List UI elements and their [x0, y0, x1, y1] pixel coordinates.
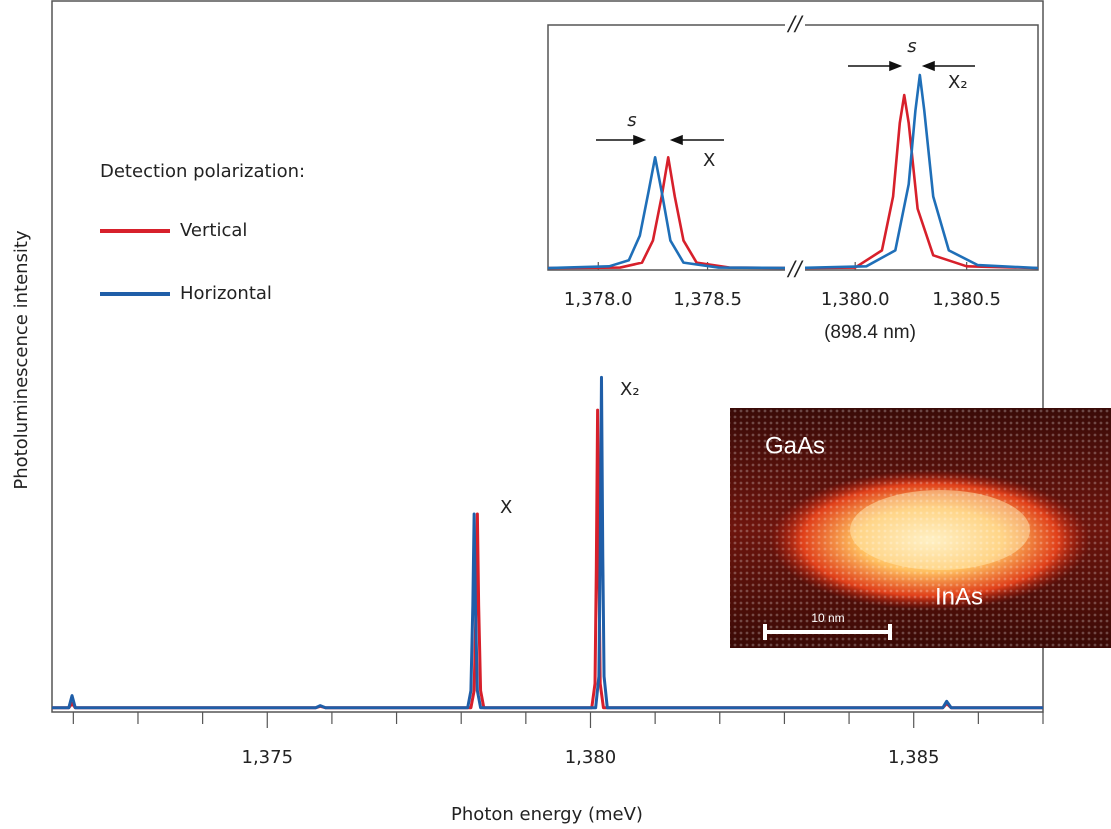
x-tick-label: 1,378.0	[564, 289, 633, 310]
legend-label: Horizontal	[180, 283, 272, 304]
annotation: s	[627, 110, 636, 131]
atom-texture	[730, 408, 1111, 648]
x-tick-label: 1,385	[888, 747, 940, 768]
x-axis-label: Photon energy (meV)	[451, 804, 643, 825]
x-tick-label: 1,375	[242, 747, 294, 768]
image-label: GaAs	[765, 432, 825, 459]
x-tick-label: 1,380	[565, 747, 617, 768]
inset-frame	[547, 24, 1039, 271]
annotation: X	[500, 497, 512, 518]
scale-bar-label: 10 nm	[811, 611, 844, 625]
break-gap	[785, 262, 805, 278]
legend-title: Detection polarization:	[100, 161, 305, 182]
annotation: X₂	[948, 72, 968, 93]
inset-note: (898.4 nm)	[824, 322, 916, 343]
axis-break: //	[786, 257, 804, 281]
annotation: s	[907, 36, 916, 57]
y-axis-label: Photoluminescence intensity	[11, 230, 32, 490]
annotation: X₂	[620, 379, 640, 400]
spectrum-line	[547, 93, 1039, 270]
plot-frame	[51, 0, 1044, 713]
legend-label: Vertical	[180, 220, 247, 241]
x-tick-label: 1,380.5	[932, 289, 1001, 310]
x-tick-label: 1,380.0	[821, 289, 890, 310]
inset-chart: // // (898.4 nm) s X s X₂ 1,378.0 1,378.5…	[547, 12, 1039, 343]
axis-break: //	[786, 12, 804, 36]
shift-arrows	[596, 60, 975, 146]
spectrum-line	[547, 73, 1039, 270]
annotation: X	[703, 150, 715, 171]
scale-bar	[763, 624, 892, 640]
main-chart: Photoluminescence intensity Photon energ…	[11, 0, 1044, 825]
break-gap	[785, 15, 805, 35]
x-tick-label: 1,378.5	[673, 289, 742, 310]
stm-image: GaAs InAs 10 nm	[730, 408, 1111, 648]
image-label: InAs	[935, 583, 983, 610]
spectrum-line	[52, 375, 1043, 710]
